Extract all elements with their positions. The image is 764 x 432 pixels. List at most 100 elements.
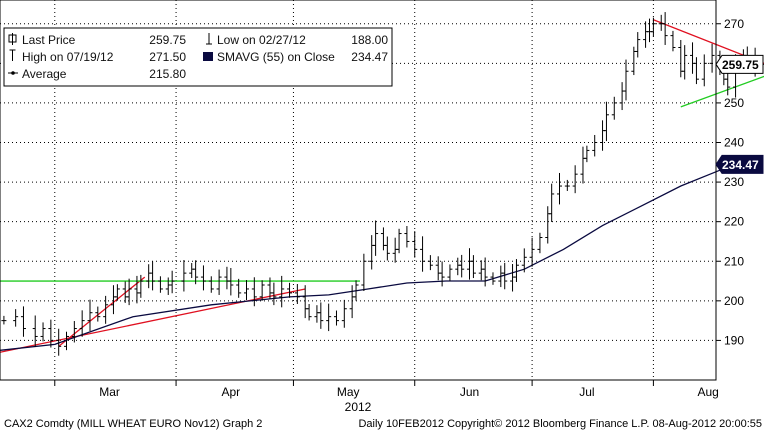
price-bar — [216, 269, 222, 295]
price-bar — [709, 43, 715, 73]
price-bar — [682, 45, 688, 80]
legend-sma-swatch — [203, 52, 213, 61]
y-tick-label: 190 — [724, 333, 744, 347]
price-bar — [40, 322, 46, 342]
price-bar — [126, 278, 132, 306]
price-bar — [490, 272, 496, 285]
legend-box — [3, 27, 393, 87]
price-bar — [396, 228, 402, 254]
price-bar — [361, 253, 367, 292]
legend-last-price-label: Last Price — [22, 33, 76, 47]
price-bar — [470, 255, 476, 279]
price-bar — [20, 306, 26, 337]
price-bar — [513, 259, 519, 282]
price-bar — [412, 231, 418, 258]
price-bar — [318, 302, 324, 329]
price-bar — [251, 277, 257, 307]
footer-copyright: Daily 10FEB2012 Copyright© 2012 Bloomber… — [358, 418, 762, 430]
x-tick-label: Jun — [460, 385, 479, 399]
price-bar — [384, 236, 390, 261]
price-bar — [549, 183, 555, 222]
price-bar — [32, 315, 38, 347]
price-bar — [71, 321, 77, 343]
footer-ticker: CAX2 Comdty (MILL WHEAT EURO Nov12) Grap… — [4, 418, 262, 430]
price-bar — [584, 145, 590, 163]
year-label: 2012 — [345, 400, 372, 414]
price-bar — [279, 275, 285, 308]
legend-sma-label: SMAVG (55) on Close — [217, 50, 335, 64]
price-bar — [169, 270, 175, 294]
x-tick-label: May — [337, 385, 360, 399]
price-bar — [236, 278, 242, 298]
sma-badge: 234.47 — [715, 154, 764, 174]
price-bar — [243, 280, 249, 301]
price-bar — [114, 284, 120, 301]
price-bar — [603, 101, 609, 142]
x-axis: Mar Apr May Jun Jul Aug — [54, 380, 719, 399]
legend-average-label: Average — [22, 67, 67, 81]
price-bar — [404, 226, 410, 248]
price-bar — [64, 331, 70, 351]
legend-high-label: High on 07/19/12 — [22, 50, 114, 64]
price-bar — [181, 260, 187, 292]
price-bar — [556, 172, 562, 205]
y-tick-label: 200 — [724, 294, 744, 308]
price-bar — [373, 220, 379, 256]
price-bar — [294, 284, 300, 304]
grid — [0, 0, 716, 380]
price-bar — [341, 299, 347, 328]
price-series — [1, 12, 764, 356]
price-bar — [306, 304, 312, 321]
price-bar — [482, 257, 488, 287]
price-bar — [635, 32, 641, 58]
price-bar — [447, 264, 453, 281]
legend: Last Price 259.75 Low on 02/27/12 188.00… — [3, 27, 393, 87]
price-bar — [228, 267, 234, 296]
price-bar — [623, 59, 629, 101]
legend-average-value: 215.80 — [149, 67, 186, 81]
price-bar — [103, 295, 109, 324]
legend-low-value: 188.00 — [351, 33, 388, 47]
y-tick-label: 230 — [724, 175, 744, 189]
sma-badge-value: 234.47 — [722, 158, 759, 172]
price-bar — [537, 232, 543, 254]
price-bar — [439, 261, 445, 287]
price-bar — [529, 237, 535, 267]
trend-line-red — [653, 19, 764, 65]
price-bar — [420, 236, 426, 272]
price-bar — [701, 54, 707, 87]
price-bar — [611, 96, 617, 120]
price-bar — [138, 274, 144, 298]
price-bar — [259, 280, 265, 301]
y-tick-label: 210 — [724, 254, 744, 268]
price-bar — [427, 255, 433, 271]
last-price-badge-value: 259.75 — [722, 58, 759, 72]
price-bar — [56, 328, 62, 356]
x-tick-label: Mar — [99, 385, 120, 399]
price-bar — [650, 17, 656, 37]
price-bar — [521, 248, 527, 273]
price-bar — [95, 306, 101, 322]
price-bar — [502, 262, 508, 290]
price-bar — [157, 276, 163, 293]
price-bar — [326, 303, 332, 332]
last-price-badge: 259.75 — [715, 54, 764, 74]
trend-line-green — [680, 75, 764, 108]
price-bar — [208, 276, 214, 293]
y-tick-label: 240 — [724, 136, 744, 150]
y-tick-label: 220 — [724, 215, 744, 229]
price-bar — [200, 265, 206, 291]
price-bar — [592, 134, 598, 157]
price-bar — [670, 30, 676, 52]
plot-frame — [0, 0, 717, 381]
legend-low-label: Low on 02/27/12 — [217, 33, 306, 47]
price-bar — [150, 261, 156, 291]
price-bar — [572, 165, 578, 194]
legend-last-price-value: 259.75 — [149, 33, 186, 47]
price-bar — [79, 310, 85, 337]
price-bar — [87, 299, 93, 332]
price-bar — [459, 254, 465, 278]
price-bar — [287, 282, 293, 298]
y-tick-label: 250 — [724, 96, 744, 110]
